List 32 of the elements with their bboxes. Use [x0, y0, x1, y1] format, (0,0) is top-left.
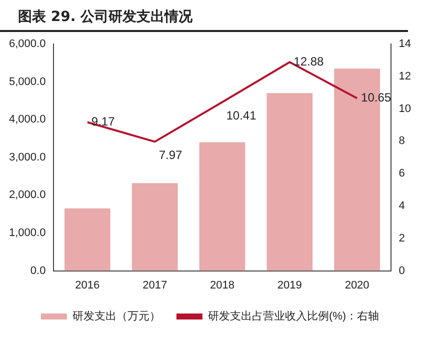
y2-tick-label: 14	[398, 38, 412, 50]
y2-tick-label: 12	[398, 70, 412, 82]
x-tick-label: 2019	[277, 279, 302, 292]
data-label: 7.97	[158, 148, 182, 162]
data-label: 9.17	[91, 114, 116, 129]
y2-tick-label: 4	[398, 200, 405, 212]
y-tick-label: 5,000.0	[9, 76, 46, 88]
chart-title: 图表 29. 公司研发支出情况	[0, 0, 408, 32]
bar	[199, 142, 246, 271]
x-tick-label: 2017	[142, 279, 168, 292]
y-tick-label: 4,000.0	[9, 114, 46, 126]
data-label: 12.88	[294, 54, 324, 68]
y2-tick-label: 8	[398, 135, 405, 148]
y-tick-label: 2,000.0	[9, 189, 46, 202]
x-tick-label: 2016	[75, 279, 100, 292]
data-label: 10.41	[226, 108, 257, 122]
x-tick-label: 2020	[344, 279, 370, 292]
y2-tick-label: 6	[398, 168, 405, 180]
y2-tick-label: 2	[398, 232, 405, 244]
y-tick-label: 6,000.0	[9, 38, 46, 50]
y-tick-label: 3,000.0	[9, 151, 46, 164]
x-tick-label: 2018	[210, 279, 234, 292]
data-label: 10.65	[361, 90, 392, 105]
legend-label: 研发支出（万元）	[72, 310, 160, 323]
y-tick-label: 1,000.0	[9, 227, 46, 240]
y-tick-label: 0.0	[30, 264, 46, 277]
bar	[266, 93, 313, 271]
legend-label: 研发支出占营业收入比例(%)：右轴	[208, 310, 380, 323]
bar	[64, 208, 110, 271]
y2-tick-label: 0	[398, 264, 405, 277]
bar	[132, 183, 178, 271]
y2-tick-label: 10	[398, 102, 412, 115]
